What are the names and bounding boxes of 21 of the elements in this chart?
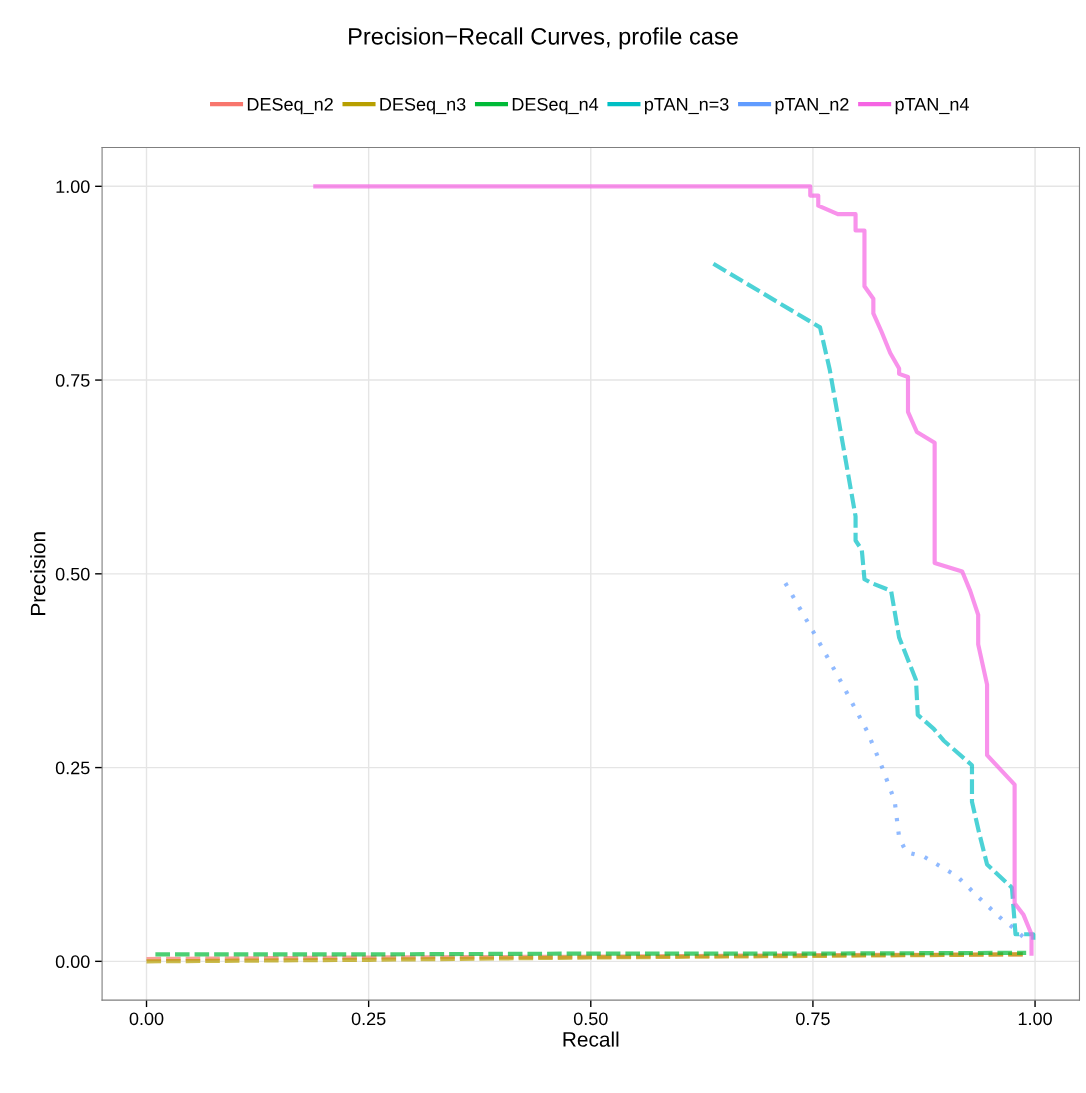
- x-axis-title: Recall: [563, 1031, 619, 1047]
- y-tick-label: 0.75: [55, 374, 90, 387]
- legend-label: pTAN_n4: [895, 98, 969, 115]
- x-tick-label: 0.75: [796, 1012, 830, 1026]
- y-tick-label: 0.25: [55, 761, 90, 775]
- legend-label: pTAN_n=3: [644, 97, 729, 115]
- x-tick-label: 0.25: [351, 1012, 386, 1026]
- y-tick-label: 1.00: [56, 180, 90, 194]
- line-series: [783, 581, 1026, 940]
- chart-title: Precision−Recall Curves, profile case: [349, 27, 738, 50]
- x-tick-label: 0.50: [573, 1012, 608, 1026]
- y-axis-title: Precision: [30, 532, 46, 615]
- line-series: [313, 184, 1034, 956]
- x-tick-label: 0.00: [129, 1012, 164, 1026]
- legend-label: DESeq_n3: [380, 97, 466, 115]
- y-tick-label: 0.00: [55, 955, 90, 969]
- legend-label: DESeq_n4: [512, 97, 599, 115]
- y-tick-label: 0.50: [55, 567, 90, 581]
- x-tick-label: 1.00: [1018, 1012, 1052, 1026]
- legend-label: DESeq_n2: [247, 97, 333, 115]
- legend-label: pTAN_n2: [775, 97, 849, 115]
